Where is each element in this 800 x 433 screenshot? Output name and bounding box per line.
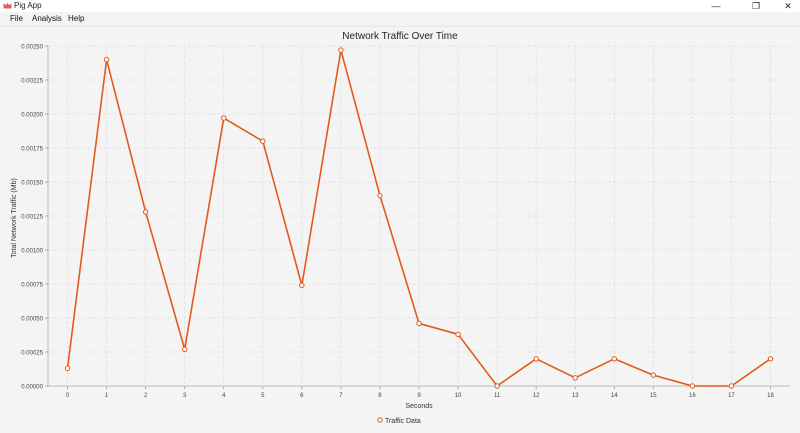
y-tick-label: 0.00150: [21, 181, 43, 187]
y-tick-label: 0.00100: [21, 249, 43, 255]
close-button[interactable]: ✕: [784, 1, 792, 11]
y-tick-label: 0.00225: [21, 79, 43, 85]
x-tick-label: 13: [572, 393, 579, 399]
data-point: [533, 356, 539, 362]
data-point: [650, 372, 657, 378]
data-point: [103, 56, 110, 63]
menu-help[interactable]: Help: [68, 14, 85, 23]
x-tick-label: 2: [144, 393, 148, 399]
x-tick-label: 18: [767, 393, 774, 399]
x-tick-label: 10: [455, 393, 462, 399]
app-icon: [3, 2, 12, 9]
axes: [45, 45, 790, 389]
y-axis-label: Total Network Traffic (Mb): [11, 178, 18, 258]
data-point: [494, 383, 500, 389]
x-tick-label: 17: [728, 393, 735, 399]
data-point: [299, 282, 305, 289]
data-point: [416, 320, 422, 327]
x-tick-label: 12: [533, 393, 540, 399]
y-tick-label: 0.00250: [21, 45, 43, 51]
x-tick-label: 5: [261, 393, 265, 399]
y-tick-label: 0.00075: [21, 283, 43, 289]
grid-lines: [48, 45, 790, 387]
x-tick-label: 16: [689, 393, 696, 399]
x-tick-label: 6: [300, 393, 304, 399]
series-traffic-data: [64, 47, 774, 389]
minimize-button[interactable]: —: [711, 1, 721, 11]
data-point: [221, 115, 227, 121]
x-tick-labels: 0 1 2 3 4 5 6 7 8 9 10 11 12 13 14 15 16 17 18: [66, 393, 775, 399]
data-point: [142, 209, 149, 215]
x-tick-label: 4: [222, 393, 226, 399]
data-point: [767, 356, 774, 362]
data-point: [181, 346, 188, 352]
menu-bar: File Analysis Help: [0, 12, 800, 27]
title-bar: Pig App — ❐ ✕: [0, 0, 800, 12]
data-point: [64, 365, 71, 372]
x-tick-label: 11: [494, 393, 501, 399]
y-tick-label: 0.00000: [21, 385, 43, 391]
y-tick-labels: 0.00000 0.00025 0.00050 0.00075 0.00100 0.001…: [21, 45, 43, 391]
window-title: Pig App: [14, 1, 42, 10]
x-tick-label: 8: [378, 393, 382, 399]
data-point: [572, 375, 578, 381]
data-point: [728, 383, 735, 389]
menu-analysis[interactable]: Analysis: [32, 14, 62, 23]
y-tick-label: 0.00200: [21, 113, 43, 119]
data-point: [611, 356, 617, 362]
x-tick-label: 1: [105, 393, 109, 399]
data-point: [689, 383, 696, 389]
chart-area: Network Traffic Over Time 0.00000 0.00025…: [0, 27, 800, 428]
y-tick-label: 0.00175: [21, 147, 43, 153]
x-axis-label: Seconds: [405, 403, 433, 410]
data-point: [338, 47, 344, 53]
chart-title: Network Traffic Over Time: [342, 31, 458, 42]
y-tick-label: 0.00125: [21, 215, 43, 221]
x-tick-label: 0: [66, 393, 70, 399]
line-chart: Network Traffic Over Time 0.00000 0.00025…: [11, 31, 790, 425]
menu-file[interactable]: File: [10, 14, 23, 23]
legend: Traffic Data: [377, 417, 421, 425]
y-tick-label: 0.00050: [21, 317, 43, 323]
x-tick-label: 9: [417, 393, 421, 399]
legend-marker: [377, 417, 383, 423]
x-tick-label: 7: [339, 393, 343, 399]
x-tick-label: 3: [183, 393, 187, 399]
x-tick-label: 15: [650, 393, 657, 399]
x-tick-label: 14: [611, 393, 618, 399]
data-point: [260, 138, 266, 144]
data-point: [377, 192, 383, 199]
maximize-button[interactable]: ❐: [751, 1, 761, 11]
data-point: [455, 331, 461, 338]
y-tick-label: 0.00025: [21, 351, 43, 357]
legend-label: Traffic Data: [385, 418, 421, 425]
